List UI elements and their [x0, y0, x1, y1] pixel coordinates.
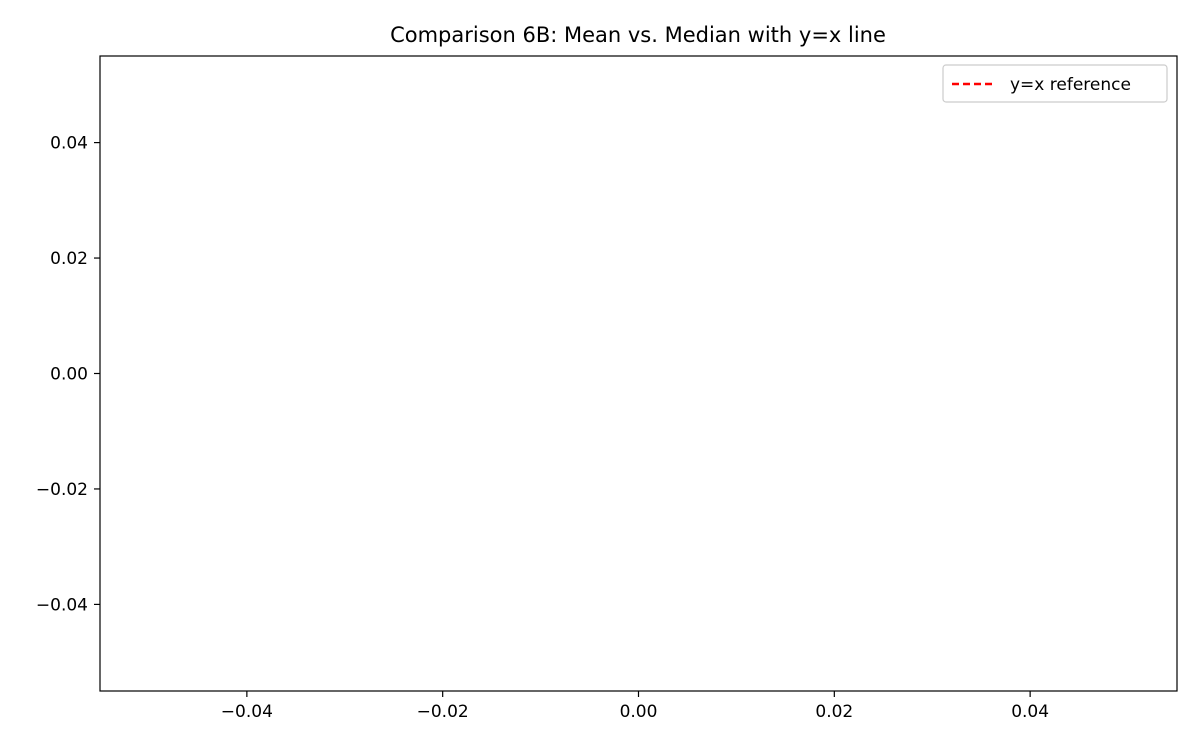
y-tick-label: −0.02: [36, 480, 88, 500]
x-tick-label: 0.04: [1011, 702, 1049, 722]
legend-box: [942, 64, 1168, 103]
y-tick-label: 0.04: [50, 134, 88, 154]
x-axis: −0.04 −0.02 0.00 0.02 0.04: [221, 691, 1049, 722]
legend-label: y=x reference: [1010, 75, 1131, 95]
y-tick-label: −0.04: [36, 595, 88, 615]
y-axis: 0.04 0.02 0.00 −0.02 −0.04: [36, 134, 100, 615]
plot-area: [99, 55, 1178, 692]
y-tick-label: 0.02: [50, 249, 88, 269]
x-tick-label: 0.02: [815, 702, 853, 722]
x-tick-label: −0.02: [417, 702, 469, 722]
chart-title: Comparison 6B: Mean vs. Median with y=x …: [390, 23, 886, 47]
y-tick-label: 0.00: [50, 365, 88, 385]
x-tick-label: −0.04: [221, 702, 273, 722]
x-tick-label: 0.00: [620, 702, 658, 722]
legend: y=x reference: [942, 64, 1168, 103]
plot-frame: [99, 55, 1178, 692]
